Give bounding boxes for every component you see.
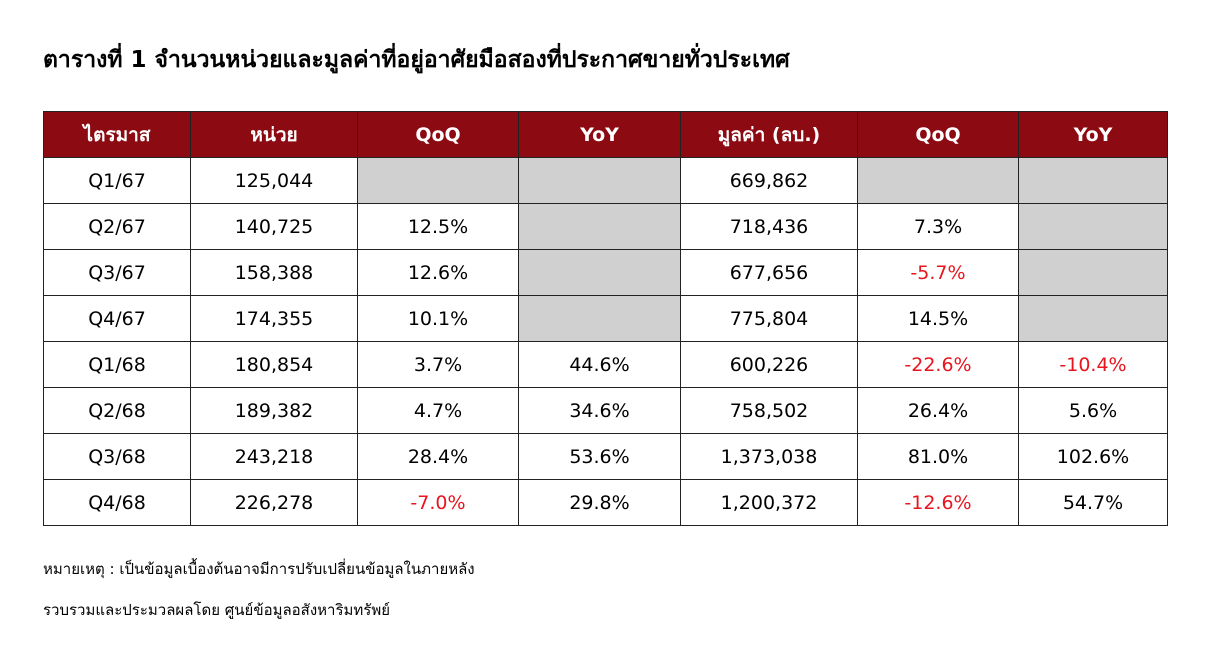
table-cell: 34.6%	[518, 387, 681, 434]
table-cell: 44.6%	[518, 341, 681, 388]
empty-cell	[857, 157, 1019, 204]
header-cell: QoQ	[357, 111, 519, 158]
table-cell: 125,044	[190, 157, 358, 204]
table-cell: 677,656	[680, 249, 858, 296]
table-cell: 180,854	[190, 341, 358, 388]
table-cell: 4.7%	[357, 387, 519, 434]
table-cell: Q2/67	[43, 203, 191, 250]
table-cell: Q4/68	[43, 479, 191, 526]
table-cell: 10.1%	[357, 295, 519, 342]
table-cell: 140,725	[190, 203, 358, 250]
table-cell: 1,200,372	[680, 479, 858, 526]
table-row: Q4/67 174,355 10.1% 775,804 14.5%	[43, 295, 1168, 342]
table-cell: 14.5%	[857, 295, 1019, 342]
empty-cell	[1018, 295, 1168, 342]
table-cell: Q1/68	[43, 341, 191, 388]
table-cell: 81.0%	[857, 433, 1019, 480]
empty-cell	[518, 203, 681, 250]
table-cell: 26.4%	[857, 387, 1019, 434]
header-cell: QoQ	[857, 111, 1019, 158]
table-cell: 53.6%	[518, 433, 681, 480]
table-cell: 12.5%	[357, 203, 519, 250]
table-cell: 243,218	[190, 433, 358, 480]
header-cell: มูลค่า (ลบ.)	[680, 111, 858, 158]
table-row: Q2/67 140,725 12.5% 718,436 7.3%	[43, 203, 1168, 250]
table-cell: Q4/67	[43, 295, 191, 342]
empty-cell	[1018, 249, 1168, 296]
table-row: Q3/68 243,218 28.4% 53.6% 1,373,038 81.0% 102.…	[43, 433, 1168, 480]
table-cell: 758,502	[680, 387, 858, 434]
table-cell: 226,278	[190, 479, 358, 526]
table-cell: 718,436	[680, 203, 858, 250]
empty-cell	[357, 157, 519, 204]
table-row: Q3/67 158,388 12.6% 677,656 -5.7%	[43, 249, 1168, 296]
table-cell: Q3/68	[43, 433, 191, 480]
table-row: Q1/67 125,044 669,862	[43, 157, 1168, 204]
table-cell: 3.7%	[357, 341, 519, 388]
table-cell: 600,226	[680, 341, 858, 388]
empty-cell	[518, 157, 681, 204]
empty-cell	[1018, 203, 1168, 250]
table-cell: -7.0%	[357, 479, 519, 526]
header-row: ไตรมาส หน่วย QoQ YoY มูลค่า (ลบ.) QoQ YoY	[43, 111, 1168, 158]
table-cell: 158,388	[190, 249, 358, 296]
empty-cell	[518, 295, 681, 342]
table-cell: -22.6%	[857, 341, 1019, 388]
empty-cell	[1018, 157, 1168, 204]
table-cell: Q3/67	[43, 249, 191, 296]
table-body: Q1/67 125,044 669,862 Q2/67 140,725 12.5% 718,…	[43, 157, 1168, 526]
table-cell: 54.7%	[1018, 479, 1168, 526]
table-cell: 1,373,038	[680, 433, 858, 480]
table-cell: 12.6%	[357, 249, 519, 296]
header-cell: ไตรมาส	[43, 111, 191, 158]
table-cell: Q1/67	[43, 157, 191, 204]
note: หมายเหตุ : เป็นข้อมูลเบื้องต้นอาจมีการปร…	[43, 560, 475, 578]
table-cell: 5.6%	[1018, 387, 1168, 434]
table-title: ตารางที่ 1 จำนวนหน่วยและมูลค่าที่อยู่อาศ…	[43, 47, 790, 73]
table-cell: 29.8%	[518, 479, 681, 526]
table-cell: 775,804	[680, 295, 858, 342]
table-cell: -12.6%	[857, 479, 1019, 526]
empty-cell	[518, 249, 681, 296]
table-cell: 174,355	[190, 295, 358, 342]
table-cell: 189,382	[190, 387, 358, 434]
header-cell: YoY	[518, 111, 681, 158]
table-row: Q1/68 180,854 3.7% 44.6% 600,226 -22.6% -10.4%	[43, 341, 1168, 388]
table-row: Q4/68 226,278 -7.0% 29.8% 1,200,372 -12.6% 54.…	[43, 479, 1168, 526]
table-cell: 102.6%	[1018, 433, 1168, 480]
table-row: Q2/68 189,382 4.7% 34.6% 758,502 26.4% 5.6%	[43, 387, 1168, 434]
table-cell: Q2/68	[43, 387, 191, 434]
table-cell: 7.3%	[857, 203, 1019, 250]
header-cell: หน่วย	[190, 111, 358, 158]
table-cell: 669,862	[680, 157, 858, 204]
table-cell: 28.4%	[357, 433, 519, 480]
source: รวบรวมและประมวลผลโดย ศูนย์ข้อมูลอสังหาริ…	[43, 601, 391, 619]
header-cell: YoY	[1018, 111, 1168, 158]
table-cell: -10.4%	[1018, 341, 1168, 388]
table-cell: -5.7%	[857, 249, 1019, 296]
data-table: ไตรมาส หน่วย QoQ YoY มูลค่า (ลบ.) QoQ YoY Q1/6…	[43, 111, 1168, 526]
